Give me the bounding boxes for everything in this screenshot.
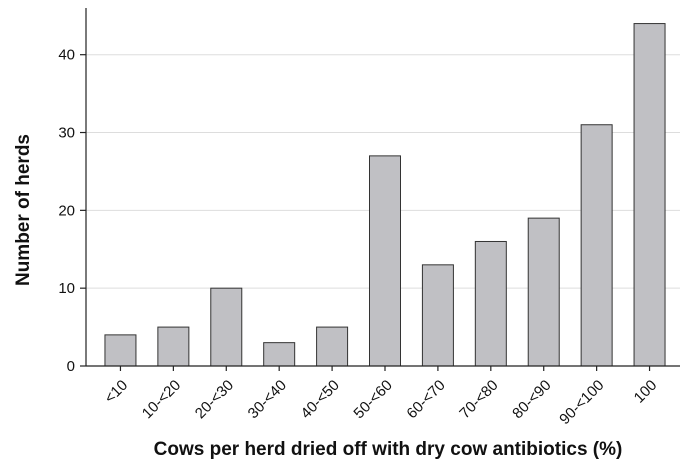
bar-40-<50 [316, 326, 349, 367]
y-tick-label: 0 [67, 358, 75, 375]
x-tick-label: 50-<60 [350, 377, 395, 422]
bar-50-<60 [369, 155, 401, 367]
x-tick-label: 10-<20 [139, 377, 184, 422]
y-tick-label: 30 [58, 125, 75, 142]
bar-70-<80 [474, 240, 507, 367]
y-tick-label: 10 [58, 280, 75, 297]
x-tick-label: 20-<30 [192, 377, 237, 422]
x-tick-label: 70-<80 [456, 377, 501, 422]
bar-10-<20 [157, 326, 190, 367]
bar-20-<30 [210, 287, 243, 367]
y-tick-label: 20 [58, 202, 75, 219]
x-tick-label: <10 [101, 377, 131, 407]
bar-90-<100 [580, 124, 613, 367]
y-axis-title: Number of herds [13, 134, 34, 286]
bar-100 [633, 23, 666, 367]
bar-30-<40 [263, 342, 296, 367]
x-tick-label: 80-<90 [509, 377, 554, 422]
x-tick-label: 100 [631, 377, 661, 407]
y-axis-ticks: 0 10 20 30 40 [58, 47, 86, 375]
x-axis-title: Cows per herd dried off with dry cow ant… [154, 439, 623, 460]
bars [104, 23, 666, 367]
bar-60-<70 [421, 264, 454, 367]
x-tick-label: 60-<70 [403, 377, 448, 422]
bar-80-<90 [527, 217, 560, 367]
x-axis-ticks: <10 10-<20 20-<30 30-<40 40-<50 50-<60 60-<70 7… [101, 366, 660, 428]
x-tick-label: 30-<40 [245, 377, 290, 422]
y-tick-label: 40 [58, 47, 75, 64]
bar-<10 [104, 334, 137, 367]
x-tick-label: 40-<50 [298, 377, 343, 422]
x-tick-label: 90-<100 [556, 377, 607, 428]
